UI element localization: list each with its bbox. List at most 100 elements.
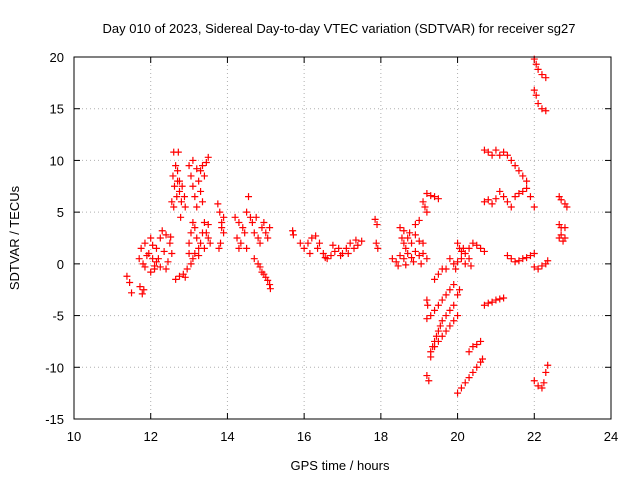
data-point-marker	[446, 286, 454, 294]
data-point-marker	[400, 255, 408, 263]
data-point-marker	[168, 198, 176, 206]
data-point-marker	[421, 203, 429, 211]
data-point-marker	[406, 229, 414, 237]
x-tick-label: 20	[450, 429, 464, 444]
data-point-marker	[534, 382, 542, 390]
data-point-marker	[143, 252, 151, 260]
data-point-marker	[419, 250, 427, 258]
data-series	[423, 296, 432, 309]
data-point-marker	[436, 322, 444, 330]
data-point-marker	[454, 312, 462, 320]
data-point-marker	[438, 296, 446, 304]
data-point-marker	[507, 156, 515, 164]
data-point-marker	[262, 229, 270, 237]
data-point-marker	[152, 258, 160, 266]
data-point-marker	[538, 71, 546, 79]
data-point-marker	[467, 262, 475, 270]
data-point-marker	[266, 285, 274, 293]
data-point-marker	[162, 231, 170, 239]
data-series	[454, 239, 488, 270]
data-point-marker	[252, 213, 260, 221]
y-tick-label: 10	[50, 153, 64, 168]
data-point-marker	[530, 86, 538, 94]
data-point-marker	[217, 239, 225, 247]
data-point-marker	[446, 306, 454, 314]
data-point-marker	[455, 286, 463, 294]
x-axis-label: GPS time / hours	[291, 458, 390, 473]
data-point-marker	[174, 167, 182, 175]
data-point-marker	[197, 187, 205, 195]
data-point-marker	[181, 273, 189, 281]
y-tick-label: 15	[50, 102, 64, 117]
data-point-marker	[423, 208, 431, 216]
data-series	[423, 190, 442, 203]
data-point-marker	[191, 193, 199, 201]
data-point-marker	[542, 368, 550, 376]
data-point-marker	[454, 389, 462, 397]
data-point-marker	[417, 260, 425, 268]
data-point-marker	[488, 298, 496, 306]
data-series	[530, 86, 550, 115]
data-point-marker	[523, 254, 531, 262]
data-point-marker	[511, 193, 519, 201]
data-point-marker	[304, 239, 312, 247]
data-point-marker	[189, 182, 197, 190]
data-point-marker	[480, 247, 488, 255]
data-point-marker	[169, 172, 177, 180]
data-point-marker	[168, 250, 176, 258]
data-point-marker	[454, 291, 462, 299]
data-point-marker	[457, 255, 465, 263]
data-point-marker	[507, 203, 515, 211]
data-point-marker	[465, 255, 473, 263]
data-point-marker	[250, 229, 258, 237]
data-point-marker	[174, 148, 182, 156]
data-point-marker	[337, 252, 345, 260]
data-series	[530, 361, 552, 392]
data-point-marker	[195, 252, 203, 260]
data-point-marker	[503, 198, 511, 206]
data-point-marker	[346, 239, 354, 247]
data-point-marker	[152, 244, 160, 252]
data-point-marker	[241, 229, 249, 237]
data-point-marker	[189, 255, 197, 263]
data-point-marker	[423, 255, 431, 263]
plot-area-frame	[73, 56, 612, 420]
data-point-marker	[404, 234, 412, 242]
y-axis-label: SDTVAR / TECUs	[7, 185, 22, 290]
data-point-marker	[175, 272, 183, 280]
data-point-marker	[409, 258, 417, 266]
data-point-marker	[469, 368, 477, 376]
data-point-marker	[559, 237, 567, 245]
data-point-marker	[438, 332, 446, 340]
data-point-marker	[172, 162, 180, 170]
data-point-marker	[454, 239, 462, 247]
data-point-marker	[542, 107, 550, 115]
data-point-marker	[492, 195, 500, 203]
data-point-marker	[503, 151, 511, 159]
data-point-marker	[372, 239, 380, 247]
data-point-marker	[519, 255, 527, 263]
data-point-marker	[400, 239, 408, 247]
data-point-marker	[352, 236, 360, 244]
data-point-marker	[198, 162, 206, 170]
data-point-marker	[427, 312, 435, 320]
data-point-marker	[480, 146, 488, 154]
data-series	[465, 337, 485, 356]
data-point-marker	[404, 250, 412, 258]
data-point-marker	[523, 184, 531, 192]
data-point-marker	[469, 239, 477, 247]
data-point-marker	[321, 254, 329, 262]
data-point-marker	[314, 244, 322, 252]
y-tick-label: -10	[45, 360, 64, 375]
data-point-marker	[503, 252, 511, 260]
data-point-marker	[394, 262, 402, 270]
data-series	[530, 257, 552, 273]
data-point-marker	[173, 193, 181, 201]
data-point-marker	[488, 200, 496, 208]
data-point-marker	[473, 363, 481, 371]
data-point-marker	[327, 252, 335, 260]
data-point-marker	[427, 348, 435, 356]
data-point-marker	[266, 281, 274, 289]
data-point-marker	[538, 262, 546, 270]
data-point-marker	[446, 322, 454, 330]
